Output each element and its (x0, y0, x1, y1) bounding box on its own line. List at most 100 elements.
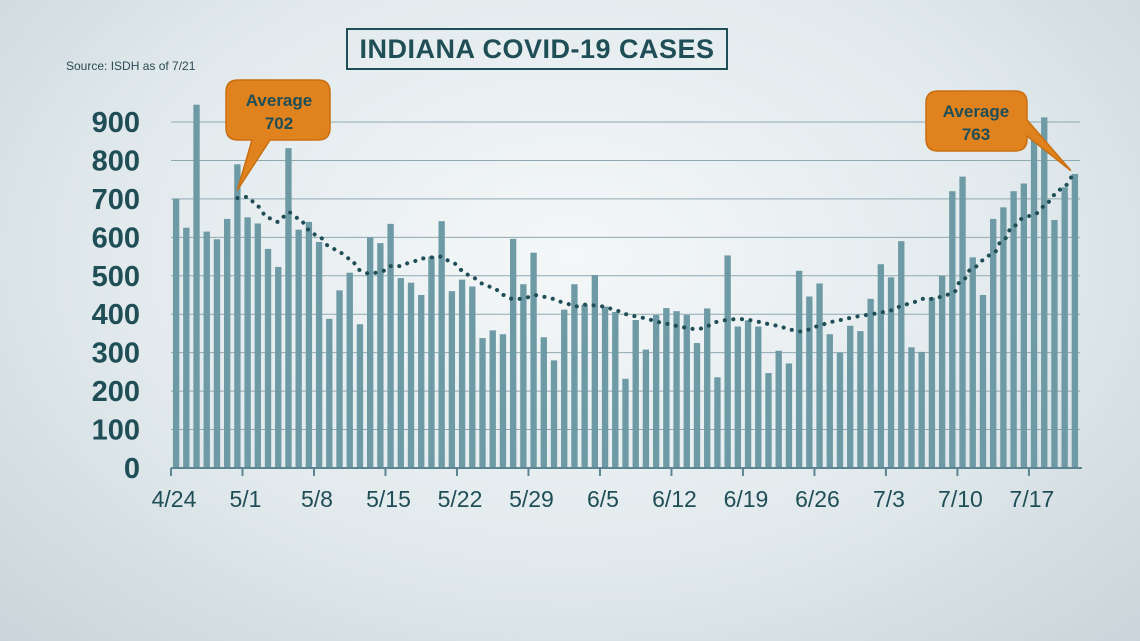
bar (877, 264, 885, 468)
bar (642, 349, 650, 468)
y-tick-labels: 0 100 200 300 400 500 600 700 800 900 (92, 107, 140, 485)
bar (857, 331, 864, 468)
callout-right: Average 763 (925, 90, 1072, 172)
chart-title: INDIANA COVID-19 CASES (346, 28, 728, 70)
bar (959, 176, 966, 468)
bar (908, 347, 915, 468)
bar (387, 223, 394, 468)
bar (489, 330, 496, 468)
bar (356, 324, 364, 468)
bar (275, 266, 282, 468)
bar (203, 231, 210, 468)
y-tick-label: 300 (92, 338, 140, 370)
bar (418, 295, 425, 468)
bar (1030, 139, 1038, 469)
y-tick-label: 500 (92, 261, 140, 293)
bar (601, 306, 609, 468)
bar (928, 297, 936, 468)
x-tick-label: 4/24 (152, 486, 197, 512)
y-tick-label: 700 (92, 184, 140, 216)
bar (652, 314, 660, 468)
bar (397, 278, 404, 468)
bar (172, 198, 180, 468)
bar (612, 311, 619, 468)
bar (428, 256, 435, 468)
bar (887, 277, 895, 468)
bar (224, 218, 231, 468)
bar (979, 295, 987, 468)
bar (969, 257, 976, 468)
y-tick-label: 0 (124, 453, 140, 485)
bar (847, 325, 854, 468)
x-tick-label: 6/5 (587, 486, 619, 512)
bar-series (172, 104, 1079, 469)
y-tick-label: 600 (92, 222, 140, 254)
callout-left-label: Average (246, 91, 312, 110)
x-tick-label: 5/29 (509, 486, 554, 512)
x-tick-label: 7/17 (1010, 486, 1055, 512)
bar (1020, 183, 1027, 468)
bar (183, 227, 190, 468)
bar (714, 377, 721, 468)
callout-left-bubble (225, 79, 331, 191)
callout-left: Average 702 (225, 79, 331, 191)
bar (366, 237, 374, 468)
x-tick-label: 6/26 (795, 486, 840, 512)
bar (632, 319, 639, 468)
x-tick-label: 5/1 (230, 486, 262, 512)
bar (193, 104, 200, 468)
bar (295, 229, 302, 468)
bar (816, 283, 823, 468)
callout-right-value: 763 (962, 125, 990, 144)
bar (795, 270, 803, 468)
x-tick-marks (170, 468, 1030, 476)
callout-left-value: 702 (265, 114, 293, 133)
x-tick-label: 5/15 (366, 486, 411, 512)
y-tick-label: 200 (92, 376, 140, 408)
bar (509, 238, 517, 468)
bar (867, 298, 874, 468)
y-tick-label: 400 (92, 299, 140, 331)
bar (438, 221, 445, 468)
bar (377, 243, 384, 468)
bar (499, 334, 507, 468)
bar (530, 252, 537, 468)
bar (550, 360, 558, 468)
x-tick-label: 7/3 (873, 486, 905, 512)
bar (571, 284, 578, 468)
bar (407, 282, 415, 468)
bar (683, 314, 690, 468)
bar (693, 343, 701, 468)
bar (949, 191, 956, 468)
y-tick-label: 900 (92, 107, 140, 139)
bar (213, 239, 221, 468)
bar (898, 241, 905, 468)
bar (744, 320, 752, 468)
bar (305, 221, 313, 468)
bar (673, 311, 680, 468)
bar (561, 309, 568, 468)
bar (244, 217, 251, 468)
y-tick-label: 800 (92, 145, 140, 177)
bar (591, 275, 599, 468)
callout-right-bubble (925, 90, 1072, 172)
average-trend-line (235, 172, 1077, 334)
bar (765, 373, 772, 468)
bar (1071, 173, 1079, 468)
bar (336, 290, 343, 468)
bar (448, 291, 456, 468)
bar (990, 218, 997, 468)
x-tick-label: 5/22 (438, 486, 483, 512)
bar (918, 351, 925, 468)
callout-right-label: Average (943, 102, 1009, 121)
bar (826, 334, 833, 468)
y-tick-label: 100 (92, 415, 140, 447)
bar (458, 279, 466, 468)
bar (785, 363, 793, 468)
bar (346, 272, 353, 468)
bar (540, 337, 547, 468)
x-tick-labels: 4/24 5/1 5/8 5/15 5/22 5/29 6/5 6/12 6/19 6/26 7/3… (152, 486, 1055, 512)
bar (1010, 191, 1017, 468)
bar (520, 284, 527, 468)
